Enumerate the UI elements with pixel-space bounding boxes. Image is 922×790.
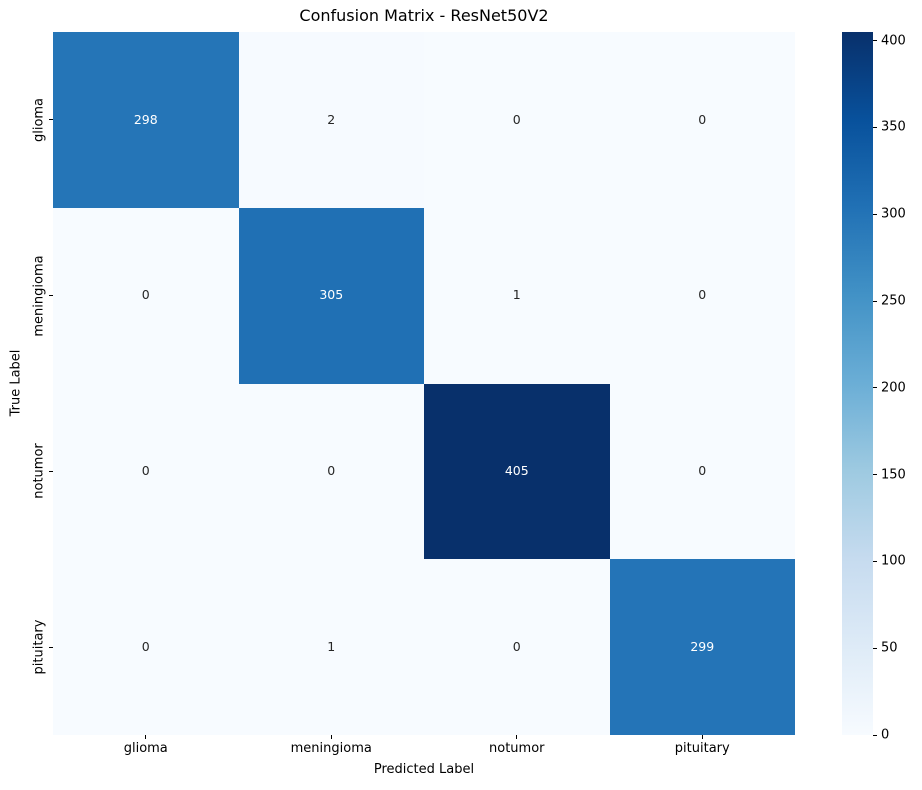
cell-value: 0 <box>512 111 521 127</box>
heatmap-cell: 1 <box>238 559 424 735</box>
heatmap-cell: 1 <box>424 207 610 384</box>
heatmap-cell: 298 <box>53 32 239 208</box>
heatmap-cell: 0 <box>609 32 795 208</box>
heatmap-cell: 299 <box>609 559 795 735</box>
x-tick-mark <box>330 735 332 739</box>
heatmap-cell: 2 <box>238 32 424 208</box>
heatmap-cell: 0 <box>609 383 795 560</box>
heatmap-cell: 405 <box>424 383 610 560</box>
heatmap-cell: 0 <box>238 383 424 560</box>
cell-value: 0 <box>141 638 150 654</box>
cell-value: 1 <box>327 638 336 654</box>
x-tick-mark <box>701 735 703 739</box>
chart-title: Confusion Matrix - ResNet50V2 <box>299 6 549 25</box>
colorbar-tick-label: 400 <box>881 33 906 49</box>
cell-value: 405 <box>504 463 529 479</box>
cell-value: 0 <box>141 463 150 479</box>
colorbar-tick-mark <box>873 300 877 302</box>
y-axis-label: True Label <box>8 349 24 417</box>
colorbar-tick-mark <box>873 213 877 215</box>
colorbar-tick-mark <box>873 387 877 389</box>
cell-value: 299 <box>690 638 715 654</box>
colorbar-tick-label: 150 <box>881 467 906 483</box>
heatmap-cell: 0 <box>53 383 239 560</box>
cell-value: 0 <box>141 287 150 303</box>
colorbar-tick-mark <box>873 474 877 476</box>
x-tick-label: pituitary <box>674 741 730 756</box>
colorbar-tick-label: 0 <box>881 727 890 743</box>
heatmap-grid: 298 2 0 0 0 305 1 0 0 0 405 0 0 1 0 299 <box>53 32 795 735</box>
x-tick-mark <box>516 735 518 739</box>
cell-value: 0 <box>698 463 707 479</box>
x-axis-label: Predicted Label <box>373 762 475 777</box>
cell-value: 0 <box>698 287 707 303</box>
x-tick-label: notumor <box>489 741 545 756</box>
x-tick-label: meningioma <box>290 741 372 756</box>
colorbar-tick-label: 200 <box>881 380 906 396</box>
colorbar-tick-label: 50 <box>881 640 898 656</box>
heatmap-cell: 0 <box>424 32 610 208</box>
colorbar <box>842 32 873 735</box>
colorbar-tick-label: 100 <box>881 553 906 569</box>
y-tick-label: notumor <box>31 443 47 500</box>
y-tick-mark <box>49 646 53 648</box>
cell-value: 2 <box>327 111 336 127</box>
colorbar-tick-mark <box>873 647 877 649</box>
heatmap-cell: 0 <box>424 559 610 735</box>
cell-value: 1 <box>512 287 521 303</box>
y-tick-mark <box>49 295 53 297</box>
cell-value: 298 <box>133 111 158 127</box>
y-tick-label: pituitary <box>31 619 47 675</box>
x-tick-mark <box>145 735 147 739</box>
colorbar-tick-label: 300 <box>881 206 906 222</box>
heatmap-cell: 0 <box>53 559 239 735</box>
heatmap-cell: 0 <box>53 207 239 384</box>
heatmap-cell: 0 <box>609 207 795 384</box>
cell-value: 0 <box>512 638 521 654</box>
colorbar-tick-mark <box>873 40 877 42</box>
y-tick-label: meningioma <box>31 255 47 337</box>
cell-value: 0 <box>698 111 707 127</box>
y-tick-mark <box>49 470 53 472</box>
y-tick-mark <box>49 119 53 121</box>
y-tick-label: glioma <box>31 97 47 142</box>
colorbar-tick-label: 250 <box>881 293 906 309</box>
heatmap-cell: 305 <box>238 207 424 384</box>
x-tick-label: glioma <box>123 741 168 756</box>
colorbar-tick-mark <box>873 126 877 128</box>
cell-value: 305 <box>319 287 344 303</box>
colorbar-tick-mark <box>873 560 877 562</box>
colorbar-tick-label: 350 <box>881 119 906 135</box>
colorbar-tick-mark <box>873 734 877 736</box>
cell-value: 0 <box>327 463 336 479</box>
